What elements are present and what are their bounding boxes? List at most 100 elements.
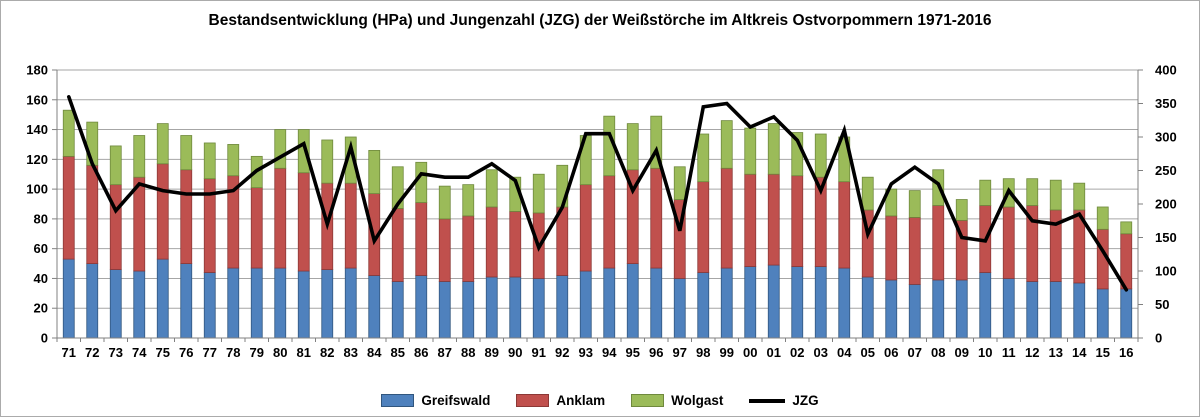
x-axis-label: 09 (955, 345, 969, 360)
bar-segment-anklam-02 (791, 175, 804, 267)
bar-segment-anklam-85 (391, 208, 404, 282)
x-axis-label: 80 (273, 345, 287, 360)
x-axis-label: 77 (203, 345, 217, 360)
bar-segment-greifswald-73 (109, 269, 122, 339)
legend-item-jzg: JZG (749, 393, 819, 408)
bar-segment-greifswald-76 (180, 263, 193, 339)
legend-label-wolgast: Wolgast (671, 393, 724, 408)
bar-segment-greifswald-91 (532, 278, 545, 339)
bar-segment-anklam-80 (274, 167, 287, 269)
bar-segment-greifswald-05 (861, 276, 874, 339)
legend-label-anklam: Anklam (556, 393, 606, 408)
x-axis-label: 00 (743, 345, 757, 360)
x-axis-label: 78 (226, 345, 240, 360)
bar-segment-wolgast-77 (203, 142, 216, 180)
bar-segment-anklam-96 (650, 167, 663, 269)
bar-segment-anklam-04 (838, 181, 851, 269)
x-axis-label: 88 (461, 345, 475, 360)
bar-segment-greifswald-92 (556, 275, 569, 339)
bar-segment-greifswald-75 (156, 258, 169, 339)
bar-segment-greifswald-72 (86, 263, 99, 339)
bar-segment-wolgast-80 (274, 129, 287, 169)
legend-item-wolgast: Wolgast (631, 393, 723, 408)
right-axis-label: 300 (1155, 130, 1177, 145)
x-axis-label: 73 (109, 345, 123, 360)
x-axis-label: 15 (1096, 345, 1110, 360)
right-axis-label: 250 (1155, 163, 1177, 178)
x-axis-label: 79 (250, 345, 264, 360)
bar-segment-wolgast-81 (297, 129, 310, 174)
bar-segment-wolgast-73 (109, 145, 122, 186)
bar-segment-wolgast-84 (368, 149, 381, 194)
bar-segment-greifswald-81 (297, 270, 310, 339)
bar-segment-wolgast-76 (180, 135, 193, 171)
right-axis-label: 400 (1155, 63, 1177, 78)
x-axis-label: 11 (1002, 345, 1016, 360)
bar-segment-anklam-11 (1002, 206, 1015, 279)
bar-segment-greifswald-86 (415, 275, 428, 339)
left-axis-label: 0 (41, 331, 48, 346)
x-axis-label: 74 (132, 345, 147, 360)
legend-swatch-greifswald (381, 394, 415, 407)
bar-segment-greifswald-71 (62, 258, 75, 339)
legend-swatch-wolgast (631, 394, 665, 407)
left-axis-label: 120 (26, 152, 48, 167)
legend-line-swatch-jzg (749, 398, 786, 403)
legend-item-anklam: Anklam (516, 393, 605, 408)
bar-segment-wolgast-00 (744, 127, 757, 175)
bar-segment-anklam-07 (908, 216, 921, 285)
bar-segment-anklam-93 (579, 184, 592, 272)
chart-title: Bestandsentwicklung (HPa) und Jungenzahl… (208, 12, 992, 29)
bar-segment-anklam-76 (180, 169, 193, 264)
bar-segment-greifswald-97 (673, 278, 686, 339)
bar-segment-greifswald-83 (344, 267, 357, 339)
bar-segment-anklam-79 (250, 187, 263, 269)
bar-segment-wolgast-03 (814, 133, 827, 178)
legend-item-greifswald: Greifswald (381, 393, 490, 408)
bar-segment-wolgast-05 (861, 176, 874, 211)
legend-swatch-anklam (516, 394, 550, 407)
x-axis-label: 12 (1025, 345, 1039, 360)
bar-segment-greifswald-99 (720, 267, 733, 339)
left-axis-label: 140 (26, 122, 48, 137)
bar-segment-greifswald-15 (1096, 288, 1109, 339)
bar-segment-wolgast-71 (62, 109, 75, 157)
x-axis-label: 72 (85, 345, 99, 360)
bar-segment-greifswald-87 (438, 281, 451, 339)
x-axis-label: 04 (837, 345, 852, 360)
bar-segment-wolgast-88 (462, 184, 475, 217)
bar-segment-wolgast-09 (955, 199, 968, 221)
bar-segment-greifswald-09 (955, 279, 968, 339)
left-axis-label: 60 (34, 241, 48, 256)
bar-segment-greifswald-98 (697, 272, 710, 339)
bar-segment-anklam-98 (697, 181, 710, 273)
x-axis-label: 91 (532, 345, 546, 360)
bar-segment-greifswald-00 (744, 266, 757, 339)
x-axis-label: 75 (156, 345, 170, 360)
bar-segment-wolgast-89 (485, 169, 498, 208)
bar-segment-greifswald-02 (791, 266, 804, 339)
x-axis-label: 81 (297, 345, 311, 360)
bar-segment-wolgast-91 (532, 173, 545, 214)
x-axis-label: 94 (602, 345, 617, 360)
x-axis-label: 16 (1119, 345, 1133, 360)
left-axis-label: 80 (34, 211, 48, 226)
legend: Greifswald Anklam Wolgast JZG (1, 393, 1199, 408)
bar-segment-greifswald-08 (932, 279, 945, 339)
x-axis-label: 97 (673, 345, 687, 360)
x-axis-label: 07 (908, 345, 922, 360)
bar-segment-anklam-72 (86, 164, 99, 264)
right-axis-label: 150 (1155, 230, 1177, 245)
x-axis-label: 03 (814, 345, 828, 360)
bar-segment-anklam-06 (885, 215, 898, 281)
right-axis-label: 200 (1155, 197, 1177, 212)
x-axis-label: 93 (579, 345, 593, 360)
x-axis-label: 92 (555, 345, 569, 360)
bar-segment-wolgast-96 (650, 115, 663, 169)
bar-segment-anklam-99 (720, 167, 733, 269)
bar-segment-greifswald-03 (814, 266, 827, 339)
bar-segment-anklam-87 (438, 218, 451, 282)
bar-segment-wolgast-10 (979, 179, 992, 206)
legend-label-greifswald: Greifswald (421, 393, 491, 408)
